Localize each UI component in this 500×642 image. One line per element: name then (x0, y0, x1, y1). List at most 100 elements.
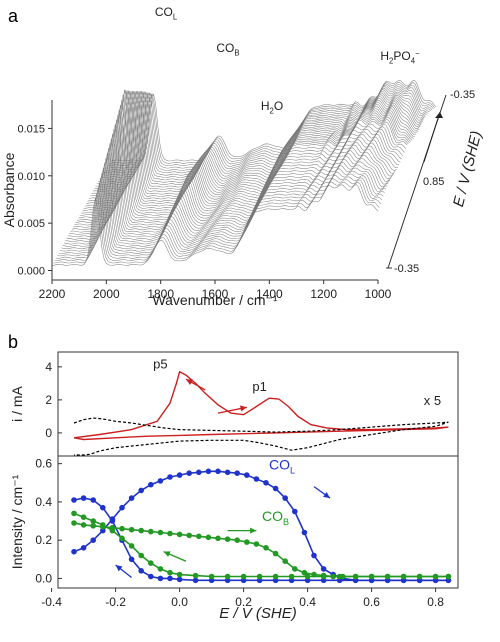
intensity-point (148, 573, 154, 580)
y-tick-label: 0.000 (17, 266, 45, 278)
intensity-point (196, 469, 202, 476)
intensity-point (368, 573, 375, 580)
intensity-x-tick-label: 0.0 (171, 595, 188, 609)
intensity-point (292, 508, 298, 515)
intensity-point (352, 573, 359, 580)
intensity-x-tick-label: -0.2 (105, 595, 126, 609)
intensity-point (445, 573, 452, 580)
spectrum-line (98, 91, 425, 183)
peak-annotation-sub: L (173, 13, 178, 22)
spectrum-line (79, 94, 406, 216)
cobarrow-right-head (250, 527, 257, 534)
intensity-point (282, 558, 289, 564)
spectrum-line (71, 124, 398, 231)
peak-annotation: H2O (261, 99, 283, 116)
intensity-point (253, 476, 260, 482)
intensity-series-label-sub: B (283, 517, 289, 527)
depth-tick-label: -0.35 (394, 263, 419, 275)
panel-a: a 2200 2000 1800 1600 1400 1200 1000 0.000 0.005 0… (1, 5, 485, 308)
intensity-point (416, 573, 423, 580)
intensity-point (128, 526, 135, 533)
intensity-point (128, 495, 135, 501)
intensity-point (400, 573, 407, 580)
cv-y-tick-label: 2 (45, 393, 52, 407)
x-tick-label: 2000 (93, 287, 120, 301)
intensity-point (234, 470, 240, 477)
intensity-point (80, 514, 87, 520)
intensity-point (119, 525, 125, 532)
spectrum-line (96, 91, 423, 185)
intensity-point (128, 556, 135, 563)
spectrum-line (53, 181, 380, 264)
x-tick-label: 1200 (310, 287, 337, 301)
intensity-point (138, 552, 144, 559)
intensity-point (71, 520, 77, 526)
top-plot-frame (57, 351, 459, 457)
intensity-point (301, 569, 308, 576)
intensity-point (176, 576, 183, 583)
intensity-point (320, 566, 327, 572)
intensity-y-tick-label: 0.0 (35, 571, 52, 585)
peak-annotation-main: H (380, 49, 389, 63)
intensity-series-label-main: CO (262, 508, 283, 524)
x-tick-label: 1600 (202, 287, 229, 301)
intensity-point (272, 550, 279, 557)
peak-annotation-tail: O (274, 99, 283, 113)
intensity-point (272, 573, 279, 580)
peak-annotation-main: H (261, 99, 270, 113)
intensity-point (80, 545, 87, 551)
intensity-point (205, 534, 212, 541)
intensity-point (138, 527, 144, 534)
intensity-point (157, 529, 164, 536)
intensity-point (208, 573, 215, 580)
spectrum-line (90, 90, 417, 197)
spectrum-line (95, 90, 422, 188)
intensity-point (244, 472, 250, 478)
intensity-point (167, 530, 173, 537)
colarrow-back-head (115, 565, 123, 572)
spectrum-line (55, 174, 383, 259)
y-tick-label: 0.010 (17, 171, 45, 183)
intensity-point (167, 575, 173, 582)
depth-arrow-head (435, 112, 443, 118)
intensity-point (432, 573, 439, 580)
spectrum-line (100, 91, 427, 178)
intensity-point (224, 573, 231, 580)
intensity-point (119, 535, 125, 542)
cv-curve-red (73, 370, 449, 441)
intensity-point (240, 573, 247, 580)
intensity-point (90, 518, 96, 524)
intensity-point (282, 495, 289, 501)
intensity-point (224, 469, 231, 476)
intensity-point (176, 531, 183, 538)
spectrum-line (63, 152, 391, 245)
spectrum-line (74, 114, 401, 226)
x-tick-label: 1400 (256, 287, 283, 301)
intensity-point (272, 485, 279, 492)
cv-arrow-up-head (186, 379, 193, 385)
intensity-x-axis-label: E / V (SHE) (219, 605, 297, 622)
intensity-point (205, 468, 212, 475)
intensity-point (186, 532, 192, 539)
intensity-point (256, 573, 263, 580)
intensity-series-line (73, 470, 449, 582)
intensity-point (148, 481, 154, 488)
spectrum-line (73, 119, 400, 228)
intensity-point (157, 575, 164, 582)
intensity-point (311, 552, 317, 559)
intensity-point (90, 497, 96, 503)
intensity-point (71, 497, 77, 503)
peak-annotation-tail: PO (393, 49, 410, 63)
intensity-point (109, 518, 116, 524)
x-tick-label: 1000 (365, 287, 392, 301)
intensity-point (90, 537, 96, 543)
intensity-point (119, 504, 125, 511)
intensity-point (234, 537, 240, 543)
intensity-point (100, 522, 106, 528)
cv-label: x 5 (424, 393, 441, 408)
intensity-point (336, 573, 343, 580)
y-axis-label: Absorbance (1, 152, 17, 227)
intensity-point (148, 560, 154, 566)
peak-annotation-main: CO (155, 5, 173, 19)
